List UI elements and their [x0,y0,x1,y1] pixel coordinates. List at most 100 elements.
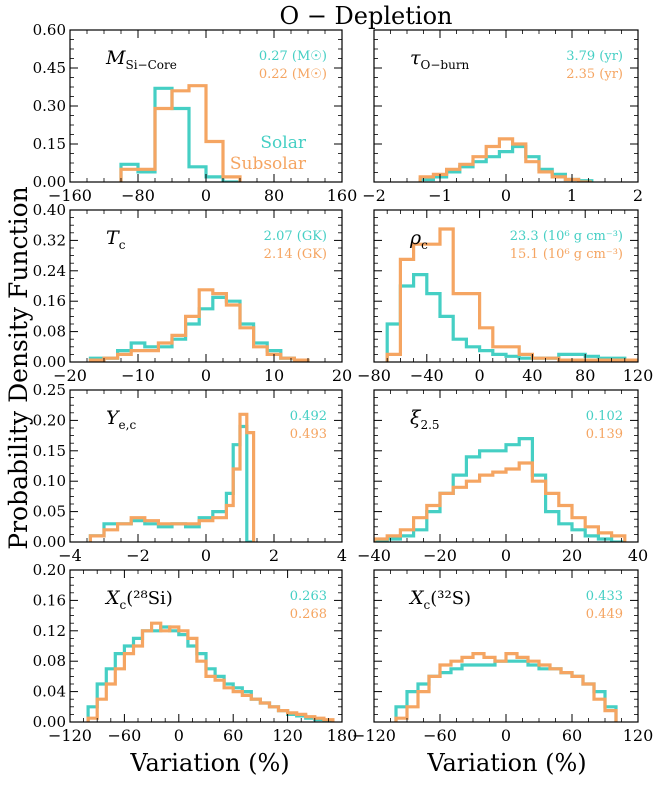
panel-label: ξ2.5 [410,407,440,432]
x-tick-label: 0 [475,366,485,385]
x-tick-label: −4 [58,546,82,565]
x-tick-label: 0 [201,366,211,385]
panel-label: Xc(²⁸Si) [104,587,173,612]
panel-label: MSi−Core [105,47,177,72]
histogram-subsolar [86,621,335,722]
xlabel-right: Variation (%) [426,749,586,777]
annotation-subsolar: 0.493 [290,427,327,442]
annotation-subsolar: 2.14 (GK) [264,247,327,262]
x-tick-label: 4 [337,546,347,565]
x-tick-label: 20 [332,366,352,385]
y-tick-label: 0.45 [33,59,66,77]
y-tick-label: 0.16 [33,591,66,609]
histogram-subsolar [119,84,242,182]
y-tick-label: 0.04 [33,683,66,701]
annotation-solar: 23.3 (10⁶ g cm⁻³) [510,229,623,244]
annotation-subsolar: 0.22 (M☉) [259,67,327,82]
histogram-subsolar [374,461,627,542]
panel-xc-28si: −120 −60 0 60 120 180 0.00 0.04 0.08 0.12 0.16 0.20… [33,561,358,745]
x-tick-label: −120 [352,726,396,745]
x-tick-label: 0 [501,186,511,205]
x-tick-label: 120 [272,726,303,745]
panel-label: Ye,c [106,407,136,432]
x-tick-label: −40 [410,366,444,385]
annotation-subsolar: 0.268 [290,607,327,622]
x-tick-label: −60 [423,726,457,745]
y-tick-label: 0.05 [33,503,66,521]
y-tick-label: 0.30 [33,97,66,115]
y-tick-label: 0.08 [33,652,66,670]
x-tick-label: 0 [174,726,184,745]
figure-title: O − Depletion [280,2,453,30]
y-tick-label: 0.20 [33,411,66,429]
panel-rho-c: −80 −40 0 40 80 120 ρc 23.3 (10⁶ g cm⁻³) 15.1 (1… [357,209,654,385]
panel-label: ρc [409,227,428,252]
y-tick-label: 0.16 [33,292,66,310]
x-tick-label: −10 [121,366,155,385]
histogram-subsolar [88,412,256,542]
panel-ye-c: −4 −2 0 2 4 0.00 0.05 0.10 0.15 0.20 0.25 Ye,c 0.492… [33,381,348,565]
annotation-solar: 2.07 (GK) [264,229,327,244]
annotation-solar: 0.102 [586,409,623,424]
histogram-subsolar [394,652,618,722]
x-tick-label: 180 [327,726,358,745]
x-tick-label: 2 [269,546,279,565]
annotation-solar: 0.27 (M☉) [259,49,327,64]
x-tick-label: −2 [126,546,150,565]
x-tick-label: 120 [623,366,654,385]
y-tick-label: 0.20 [33,561,66,579]
histogram-subsolar [88,288,310,362]
panel-si-core: −160 −80 0 80 160 0.00 0.15 0.30 0.45 0.60 MSi−Cor… [33,21,358,205]
annotation-subsolar: 0.139 [586,427,623,442]
annotation-subsolar: 15.1 (10⁶ g cm⁻³) [510,247,623,262]
y-tick-label: 0.00 [33,533,66,551]
x-tick-label: 0 [201,186,211,205]
histogram-solar [86,625,335,722]
figure-ylabel: Probability Density Function [4,186,33,549]
y-tick-label: 0.24 [33,262,66,280]
x-tick-label: 2 [633,186,643,205]
panel-label: Xc(³²S) [408,587,471,612]
annotation-solar: 0.263 [290,589,327,604]
y-tick-label: 0.00 [33,173,66,191]
x-tick-label: 20 [562,546,582,565]
y-tick-label: 0.12 [33,622,66,640]
y-tick-label: 0.10 [33,472,66,490]
xlabel-left: Variation (%) [129,749,289,777]
panels: −160 −80 0 80 1600.000.150.300.450.60MSi−Cor… [33,21,654,745]
x-tick-label: 1 [567,186,577,205]
legend-subsolar: Subsolar [230,154,307,174]
panel-label: τO−burn [410,47,470,72]
panel-label: Tc [106,227,126,252]
x-tick-label: −2 [362,186,386,205]
x-tick-label: 40 [522,366,542,385]
y-tick-label: 0.15 [33,442,66,460]
annotation-solar: 0.433 [586,589,623,604]
x-tick-label: −120 [48,726,92,745]
x-tick-label: −80 [121,186,155,205]
x-tick-label: 60 [562,726,582,745]
histogram-subsolar [418,137,592,182]
x-tick-label: 120 [623,726,654,745]
x-tick-label: −20 [423,546,457,565]
panel-xi-2-5: −40 −20 0 20 40 ξ2.5 0.102 0.139 [357,389,648,565]
panel-tau-o-burn: −2 −1 0 1 2 τO−burn 3.79 (yr) 2.35 (yr) [362,29,643,205]
legend-solar: Solar [260,133,306,153]
x-tick-label: 80 [264,186,284,205]
y-tick-label: 0.00 [33,353,66,371]
y-tick-label: 0.15 [33,135,66,153]
y-tick-label: 0.40 [33,201,66,219]
x-tick-label: 0 [501,726,511,745]
panel-xc-32s: −120 −60 0 60 120 Xc(³²S) 0.433 0.449 [352,569,654,745]
x-tick-label: −60 [108,726,142,745]
x-tick-label: 0 [501,546,511,565]
x-tick-label: 40 [628,546,648,565]
x-tick-label: 0 [201,546,211,565]
x-tick-label: 60 [223,726,243,745]
x-tick-label: −160 [48,186,92,205]
x-tick-label: 10 [264,366,284,385]
panel-tc: −20 −10 0 10 20 0.00 0.08 0.16 0.24 0.32 0.40 Tc 2.0… [33,201,353,385]
x-tick-label: 80 [575,366,595,385]
y-tick-label: 0.08 [33,323,66,341]
